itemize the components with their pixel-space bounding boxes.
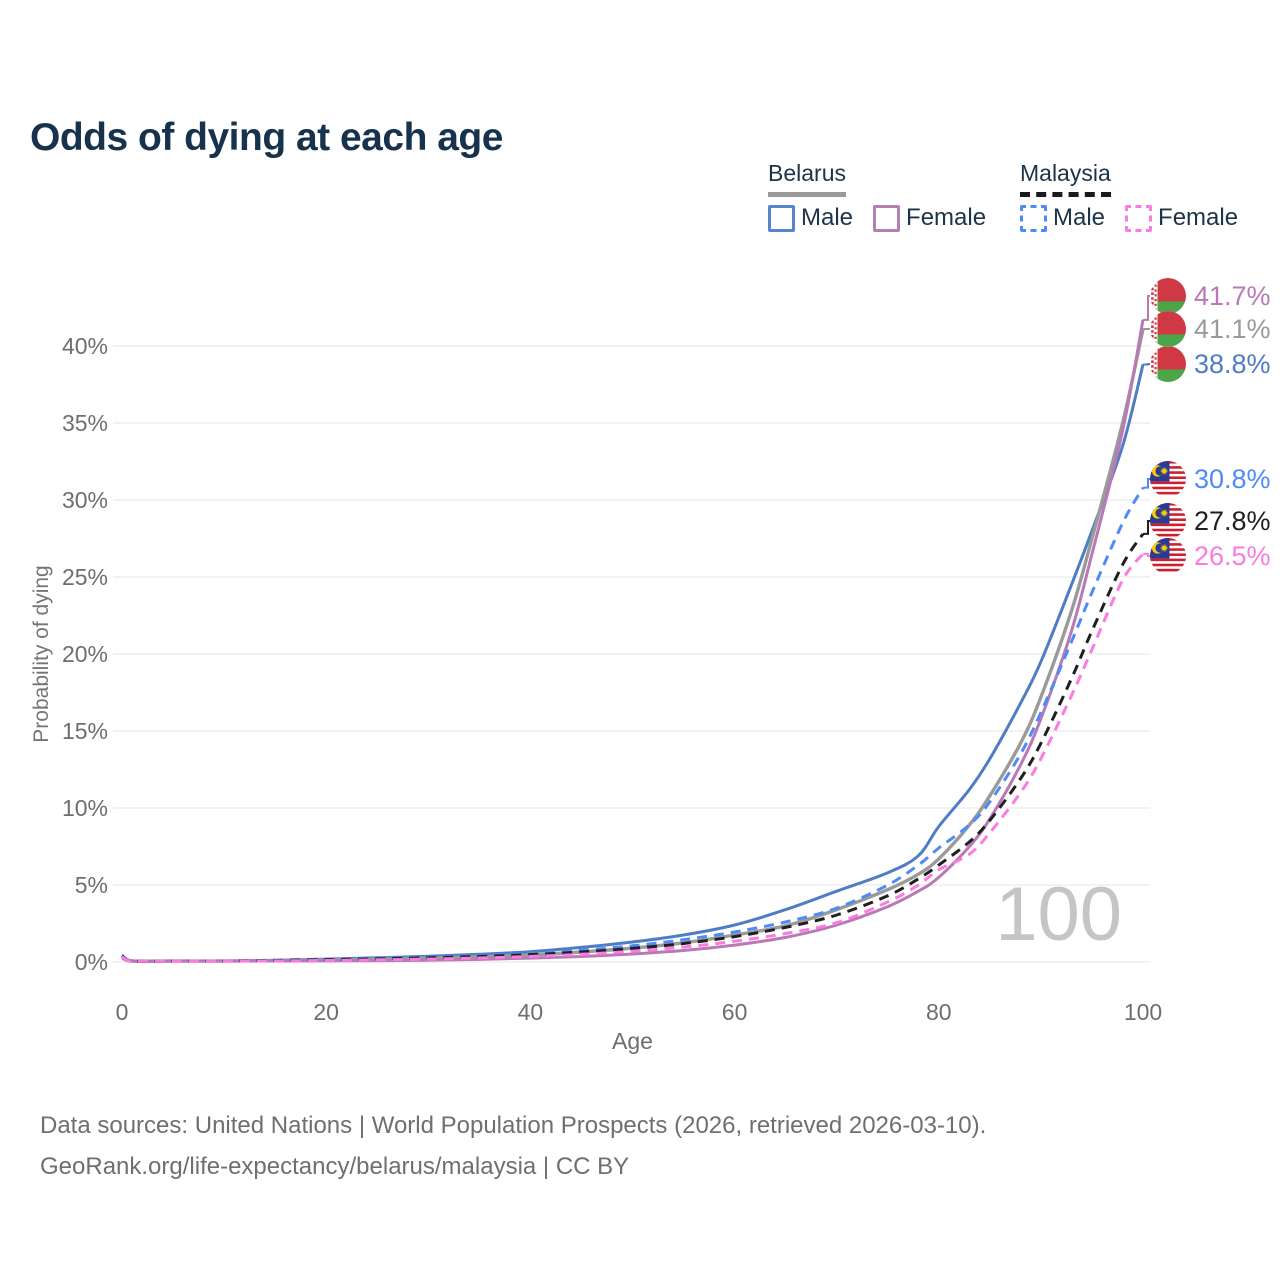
hover-age-indicator: 100 <box>995 872 1122 957</box>
y-tick-label: 15% <box>62 718 108 744</box>
legend-item-malaysia-male[interactable]: Male <box>1020 204 1105 232</box>
end-label-malaysia-female: 26.5% <box>1150 538 1271 574</box>
footer-sources: Data sources: United Nations | World Pop… <box>40 1112 987 1139</box>
malaysia-flag-icon <box>1150 538 1186 574</box>
end-label-belarus-both: 41.1% <box>1150 311 1271 347</box>
series-line-malaysia-female <box>121 552 1145 963</box>
series-line-belarus-female <box>121 319 1145 963</box>
end-label-belarus-male: 38.8% <box>1150 346 1271 382</box>
legend-item-label: Female <box>906 204 987 231</box>
x-axis-title: Age <box>612 1028 653 1054</box>
y-tick-label: 20% <box>62 641 108 667</box>
malaysia-female-checkbox-icon[interactable] <box>1125 204 1153 232</box>
end-value-label: 41.1% <box>1194 313 1271 344</box>
series-line-malaysia-both <box>121 533 1145 963</box>
end-label-belarus-female: 41.7% <box>1150 278 1271 314</box>
legend-header-belarus: Belarus <box>768 160 846 197</box>
x-tick-label: 80 <box>926 999 952 1025</box>
end-value-label: 26.5% <box>1194 540 1271 571</box>
y-tick-label: 30% <box>62 487 108 513</box>
belarus-male-checkbox-icon[interactable] <box>768 204 795 232</box>
y-tick-label: 5% <box>75 872 108 898</box>
line-chart[interactable]: 0% 5% 10% 15% 20% 25% 30% 35% 40% 0 20 40 60 80 100 Age… <box>0 0 1280 1080</box>
end-value-label: 41.7% <box>1194 280 1271 311</box>
series-line-malaysia-male <box>121 486 1145 963</box>
x-tick-label: 60 <box>722 999 748 1025</box>
legend-item-belarus-male[interactable]: Male <box>768 204 853 232</box>
legend-item-label: Female <box>1158 204 1239 231</box>
y-tick-label: 40% <box>62 333 108 359</box>
y-axis-title: Probability of dying <box>30 565 53 742</box>
y-tick-label: 25% <box>62 564 108 590</box>
end-label-malaysia-male: 30.8% <box>1150 461 1271 497</box>
footer: Data sources: United Nations | World Pop… <box>40 1106 986 1188</box>
legend-group-belarus: Belarus Male Female <box>768 160 986 232</box>
malaysia-flag-icon <box>1150 503 1186 539</box>
malaysia-male-checkbox-icon[interactable] <box>1020 204 1047 232</box>
legend-item-malaysia-female[interactable]: Female <box>1125 204 1238 232</box>
legend-item-belarus-female[interactable]: Female <box>873 204 986 232</box>
belarus-flag-icon <box>1150 278 1186 314</box>
chart-title: Odds of dying at each age <box>30 116 503 160</box>
y-tick-label: 0% <box>75 949 108 975</box>
end-value-label: 27.8% <box>1194 505 1271 536</box>
end-value-label: 30.8% <box>1194 463 1271 494</box>
x-tick-label: 40 <box>518 999 544 1025</box>
belarus-flag-icon <box>1150 311 1186 347</box>
y-tick-label: 10% <box>62 795 108 821</box>
belarus-female-checkbox-icon[interactable] <box>873 204 901 232</box>
series-line-belarus-both <box>121 328 1145 963</box>
series-line-belarus-male <box>121 364 1145 963</box>
x-tick-label: 0 <box>116 999 129 1025</box>
legend-header-malaysia: Malaysia <box>1020 160 1111 197</box>
end-value-label: 38.8% <box>1194 348 1271 379</box>
belarus-flag-icon <box>1150 346 1186 382</box>
legend-row-malaysia: Male Female <box>1020 204 1238 232</box>
end-label-malaysia-both: 27.8% <box>1150 503 1271 539</box>
malaysia-flag-icon <box>1150 461 1186 497</box>
x-tick-label: 20 <box>313 999 339 1025</box>
legend-item-label: Male <box>801 204 854 231</box>
x-tick-label: 100 <box>1124 999 1162 1025</box>
footer-attribution: GeoRank.org/life-expectancy/belarus/mala… <box>40 1152 630 1180</box>
legend-group-malaysia: Malaysia Male Female <box>1020 160 1238 232</box>
y-tick-label: 35% <box>62 410 108 436</box>
legend-item-label: Male <box>1053 204 1106 231</box>
legend-row-belarus: Male Female <box>768 204 986 232</box>
